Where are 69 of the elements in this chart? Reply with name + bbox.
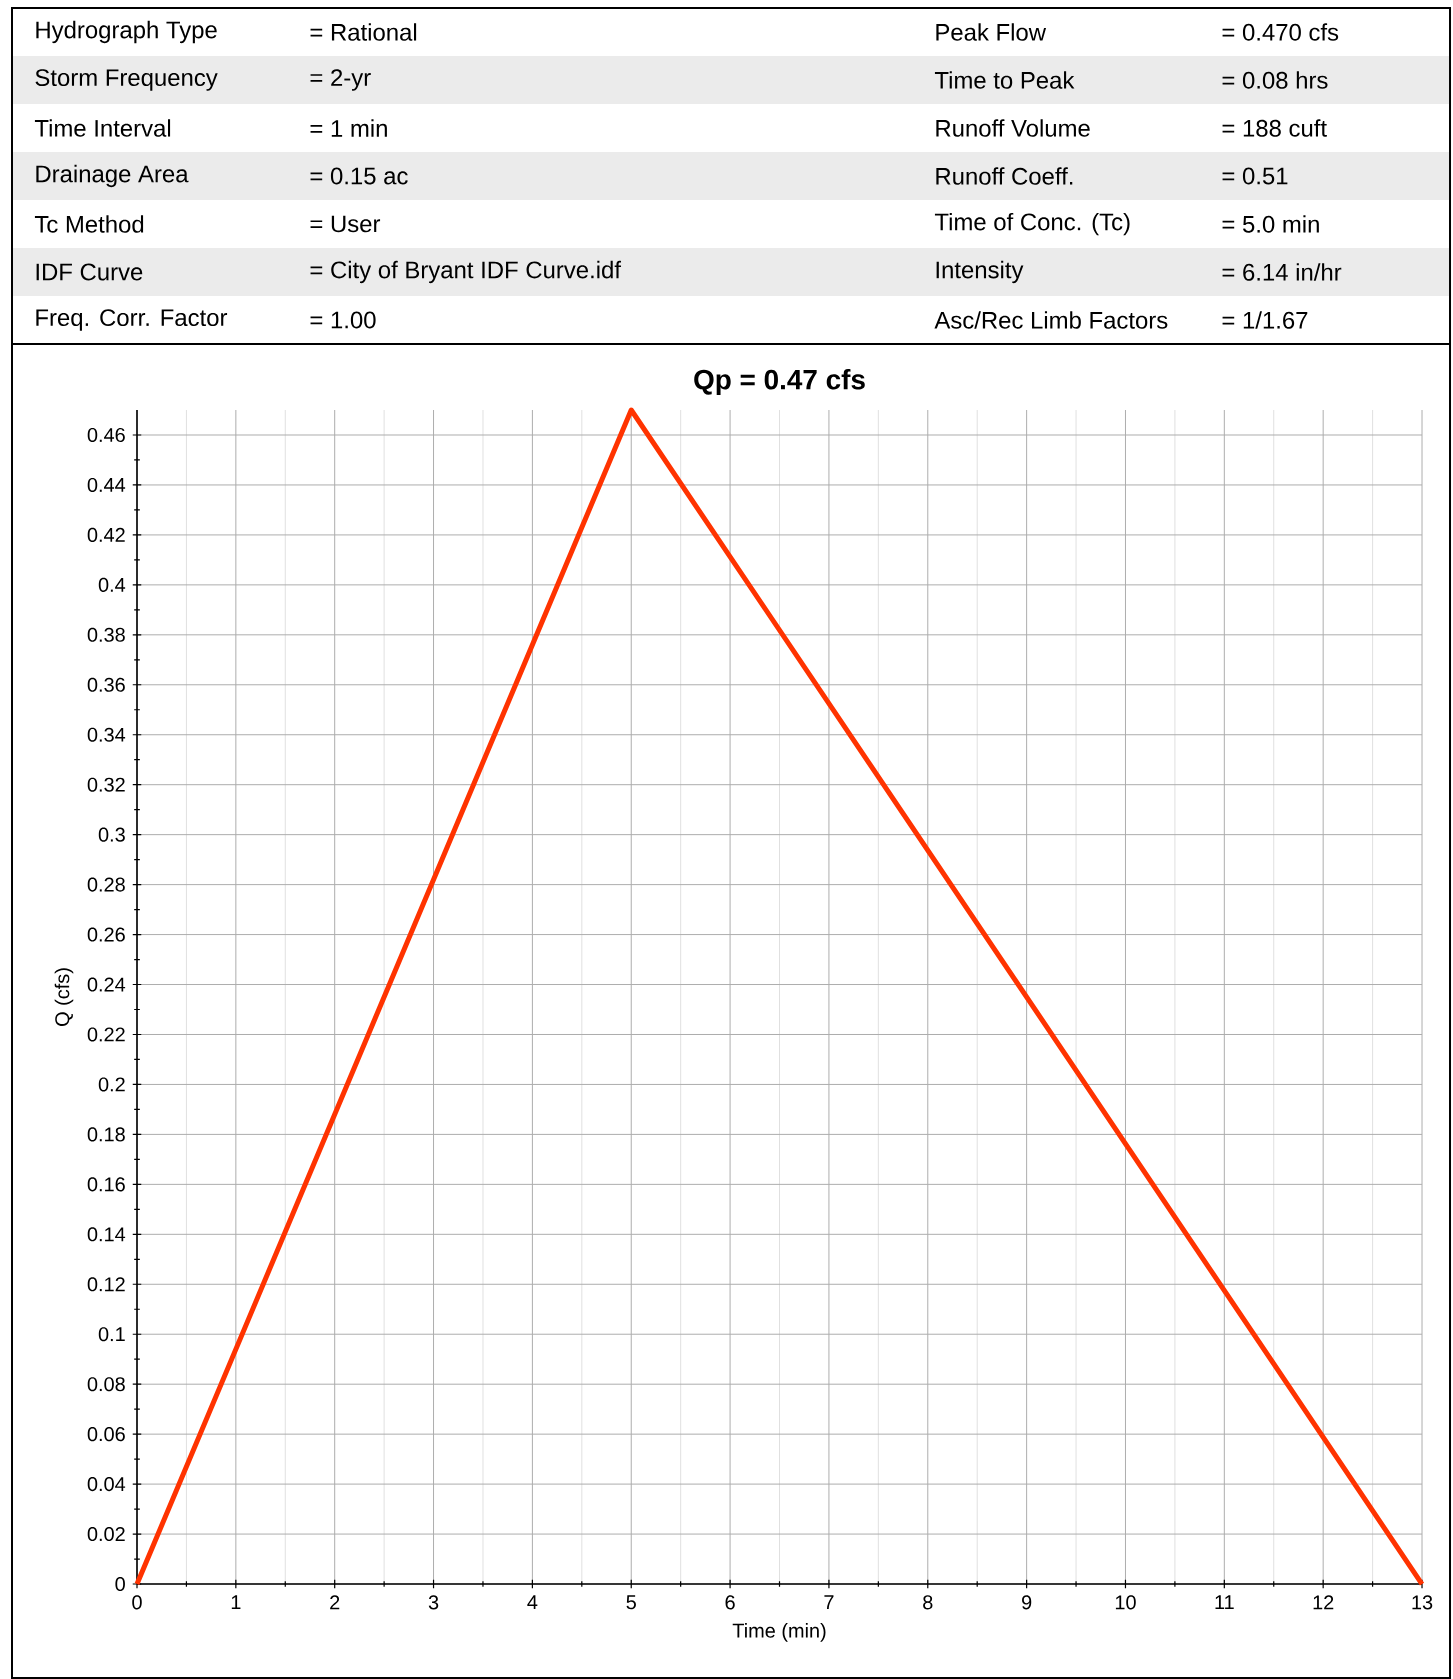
y-tick-label: 0.3 [98,827,125,842]
x-tick-label: 11 [1215,1595,1234,1610]
x-tick-label: 12 [1313,1595,1334,1610]
text: Drainage Area [36,164,189,188]
y-tick-label: 0.42 [87,527,125,542]
text: Time Interval [34,119,171,137]
y-tick-label: 0.1 [98,1327,125,1342]
y-tick-label: 0.36 [87,677,125,692]
x-tick-label: 5 [626,1595,636,1610]
y-tick-label: 0.34 [87,727,126,742]
x-tick-label: 4 [527,1595,538,1610]
y-tick-label: 0 [115,1576,125,1592]
text: = 0.470 cfs [1222,23,1339,41]
y-tick-label: 0.26 [87,927,125,942]
text: = 188 cuft [1222,119,1327,137]
text: = Rational [310,23,417,41]
y-tick-label: 0.06 [87,1427,125,1442]
text: Intensity [936,260,1024,284]
y-tick-label: 0.12 [87,1277,125,1292]
x-axis-title: Time (min) [732,1623,826,1642]
x-tick-label: 13 [1412,1595,1433,1610]
chart-title: Qp = 0.47 cfs [694,369,865,396]
text: = 2-yr [310,69,371,91]
y-tick-label: 0.2 [98,1077,125,1092]
x-tick-label: 6 [725,1595,735,1610]
y-tick-label: 0.08 [87,1377,125,1392]
y-tick-label: 0.32 [87,777,125,792]
text: = 1 min [310,119,387,137]
x-tick-label: 2 [330,1595,340,1610]
x-tick-label: 3 [428,1595,439,1610]
text: = User [310,215,381,233]
x-tick-label: 0 [132,1595,142,1610]
y-tick-label: 0.18 [87,1127,125,1142]
text: Runoff Coeff. [936,167,1073,185]
y-tick-label: 0.02 [87,1527,125,1542]
text: = 0.51 [1222,167,1288,185]
x-tick-label: 1 [231,1595,241,1610]
y-axis-title: Q (cfs) [54,968,74,1026]
text: = City of Bryant IDF Curve.idf [310,260,622,284]
text: = 5.0 min [1222,215,1319,233]
y-tick-label: 0.38 [87,627,125,642]
text: Hydrograph Type [36,20,217,44]
text: = 6.14 in/hr [1222,263,1342,281]
x-tick-label: 9 [1022,1595,1032,1610]
y-tick-label: 0.24 [87,977,126,992]
text: Time of Conc. (Tc) [934,212,1130,236]
y-tick-label: 0.4 [98,577,126,592]
x-tick-label: 7 [824,1595,834,1610]
x-tick-label: 8 [923,1595,933,1610]
y-tick-label: 0.28 [87,877,125,892]
text: Tc Method [34,215,144,233]
text: = 0.08 hrs [1222,71,1328,89]
y-tick-label: 0.16 [87,1177,125,1192]
y-tick-label: 0.22 [87,1027,125,1042]
text: Runoff Volume [936,119,1090,137]
text: Asc/Rec Limb Factors [934,311,1168,329]
text: Storm Frequency [35,69,218,91]
text: Peak Flow [936,23,1047,41]
text: IDF Curve [36,263,143,281]
text: = 1/1.67 [1222,311,1308,329]
y-tick-label: 0.04 [87,1477,126,1492]
text: Freq. Corr. Factor [36,309,228,331]
text: Time to Peak [934,71,1075,89]
y-tick-label: 0.46 [87,427,125,443]
text: = 1.00 [310,311,376,329]
x-tick-label: 10 [1115,1595,1136,1610]
y-tick-label: 0.14 [87,1227,126,1242]
y-tick-label: 0.44 [87,477,126,492]
text: = 0.15 ac [310,167,408,185]
